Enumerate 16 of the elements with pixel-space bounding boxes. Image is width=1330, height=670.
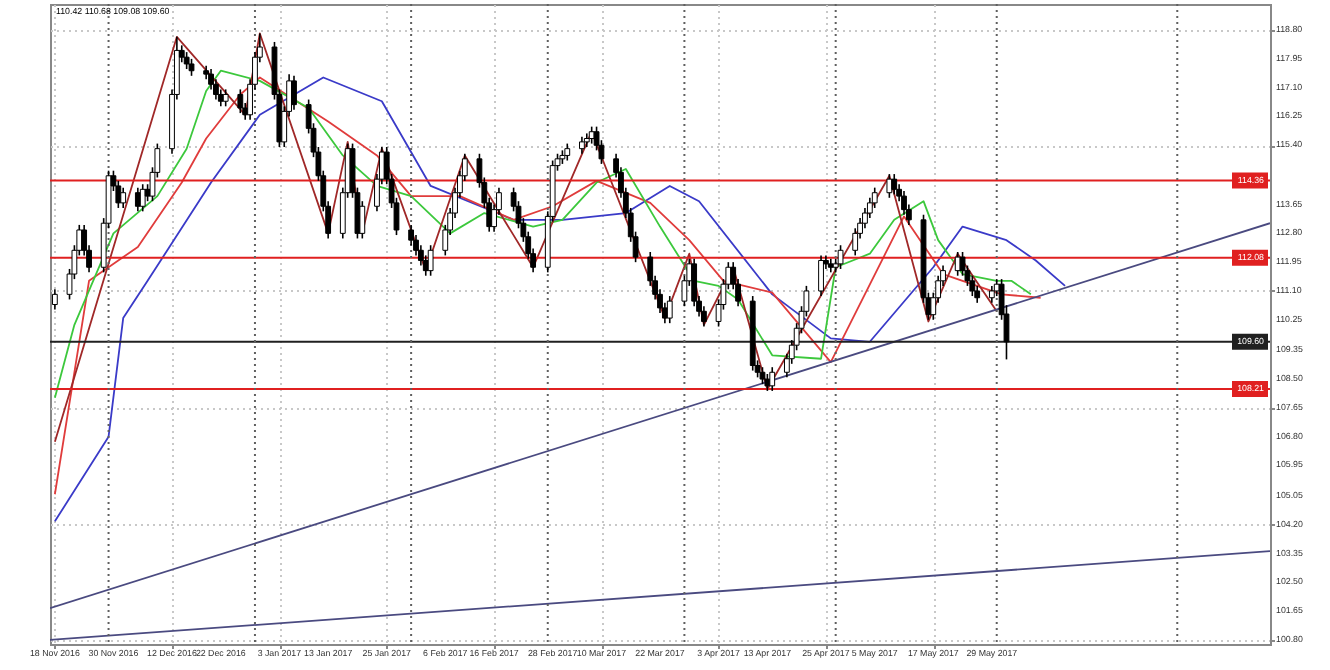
candlestick xyxy=(359,200,366,240)
candlestick xyxy=(954,251,961,277)
candlestick xyxy=(891,173,898,196)
candlestick xyxy=(291,75,297,111)
candlestick xyxy=(134,186,141,213)
candlestick xyxy=(51,288,58,311)
candlestick xyxy=(837,244,844,270)
candlestick xyxy=(427,244,434,277)
candlestick xyxy=(139,183,146,213)
candlestick xyxy=(691,257,698,308)
candlestick xyxy=(120,186,127,209)
candlestick xyxy=(237,88,244,114)
candlestick xyxy=(408,224,415,247)
candlestick xyxy=(666,295,673,324)
candlestick xyxy=(818,254,824,297)
candlestick xyxy=(969,274,976,297)
